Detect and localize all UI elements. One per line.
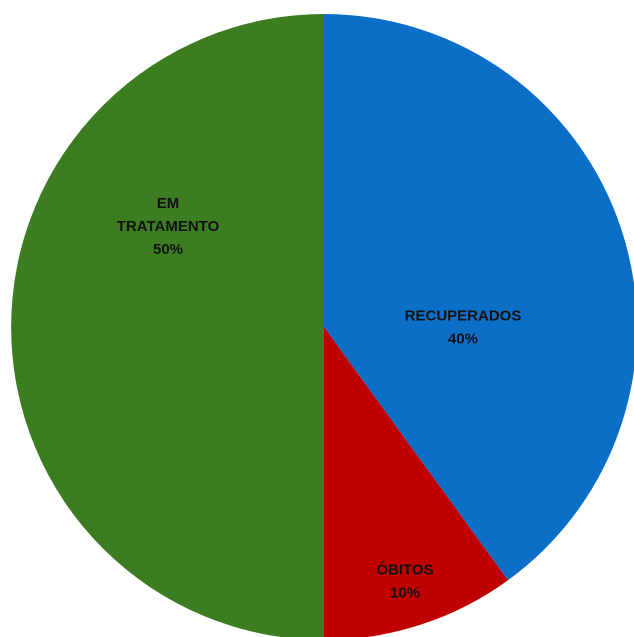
slice-name-label: RECUPERADOS: [405, 308, 522, 325]
slice-name-label: EM: [157, 195, 180, 212]
pie-slice-em-tratamento: [11, 14, 324, 637]
slice-name-label: TRATAMENTO: [117, 218, 220, 235]
slice-percent-label: 50%: [153, 241, 183, 258]
slice-percent-label: 40%: [448, 331, 478, 348]
slice-name-label: ÓBITOS: [376, 561, 433, 579]
slice-percent-label: 10%: [390, 585, 420, 602]
